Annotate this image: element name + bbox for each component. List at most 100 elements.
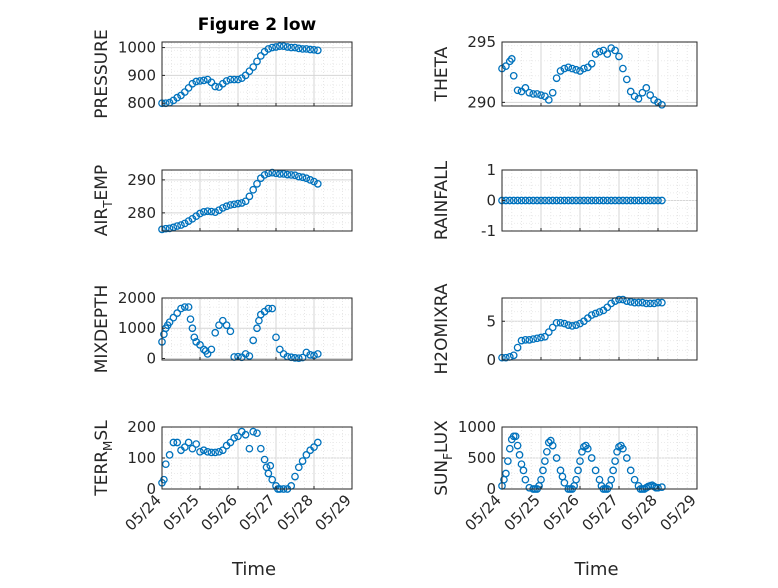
data-point	[268, 43, 277, 52]
data-point	[564, 321, 573, 329]
y-tick-label: 295	[467, 33, 496, 51]
data-point	[529, 335, 538, 343]
data-point	[218, 204, 227, 212]
data-point	[650, 196, 658, 205]
data-point	[268, 475, 277, 484]
data-point	[642, 84, 651, 92]
data-point	[260, 455, 269, 464]
data-point	[630, 196, 639, 205]
data-point	[552, 318, 561, 327]
data-point	[511, 432, 520, 441]
y-tick-label: 0	[146, 349, 156, 367]
data-point	[294, 354, 303, 363]
data-point	[502, 62, 510, 71]
data-point	[230, 200, 239, 209]
data-point	[253, 324, 261, 333]
data-point	[234, 75, 242, 84]
data-point	[552, 196, 561, 205]
data-point	[658, 483, 666, 491]
subplot-airemp: 280 290 AIRTEMP	[92, 165, 353, 236]
data-point	[587, 311, 596, 319]
data-point	[580, 64, 588, 73]
data-point	[275, 170, 284, 178]
x-tick-label: 05/26	[540, 491, 583, 534]
data-point	[525, 335, 534, 344]
data-point	[230, 75, 239, 84]
data-point	[203, 207, 212, 216]
data-point	[302, 174, 311, 183]
data-point	[260, 171, 269, 179]
subplot-pressure: 800 900 1000 PRESSURE	[92, 29, 353, 119]
data-point	[576, 457, 584, 465]
data-point	[542, 447, 551, 456]
data-point	[173, 222, 182, 230]
data-point	[180, 303, 189, 311]
data-point	[572, 475, 580, 484]
y-tick-label: 0	[486, 351, 496, 369]
data-point	[294, 172, 303, 181]
data-point	[521, 475, 530, 484]
data-point	[622, 196, 631, 205]
data-point	[245, 352, 254, 360]
y-axis-label: TERRMSL	[92, 420, 115, 497]
data-point	[595, 196, 604, 205]
data-point	[658, 196, 666, 205]
data-point	[218, 316, 227, 325]
data-point	[583, 196, 592, 205]
data-point	[505, 444, 514, 453]
data-point	[587, 196, 596, 205]
data-point	[188, 79, 197, 88]
data-point	[591, 466, 600, 475]
data-point	[264, 304, 273, 313]
data-point	[591, 309, 600, 318]
data-point	[253, 429, 261, 438]
data-point	[517, 196, 526, 205]
data-point	[287, 43, 296, 52]
data-point	[556, 318, 565, 327]
data-point	[211, 82, 220, 91]
data-point	[199, 208, 208, 216]
data-point	[184, 303, 193, 311]
data-point	[211, 448, 220, 457]
data-point	[184, 84, 193, 92]
y-tick-label: 900	[127, 66, 156, 84]
data-point	[230, 433, 239, 442]
data-point	[313, 46, 322, 55]
data-point	[541, 196, 549, 205]
data-point	[556, 67, 565, 75]
data-point	[268, 304, 277, 313]
data-point	[587, 59, 596, 68]
data-point	[215, 321, 223, 330]
data-point	[203, 350, 212, 358]
y-axis-label: AIRTEMP	[92, 165, 115, 236]
data-point	[160, 475, 168, 484]
data-point	[576, 319, 584, 328]
subplot-mixdepth: 0 1000 2000 MIXDEPTH	[92, 285, 353, 373]
data-point	[245, 192, 254, 201]
data-point	[226, 201, 235, 209]
data-point	[603, 303, 612, 312]
data-point	[560, 319, 569, 328]
data-point	[298, 353, 307, 362]
data-point	[611, 46, 619, 55]
data-point	[188, 324, 197, 333]
data-point	[310, 177, 318, 186]
data-point	[568, 64, 577, 73]
data-point	[615, 196, 623, 205]
x-tick-label: 05/25	[501, 491, 544, 534]
data-point	[249, 427, 258, 436]
data-point	[642, 196, 651, 205]
data-point	[161, 224, 170, 233]
x-tick-label: 05/29	[657, 491, 700, 534]
data-point	[607, 44, 616, 52]
data-point	[241, 71, 250, 80]
data-point	[253, 179, 261, 188]
data-point	[199, 446, 208, 455]
data-point	[272, 43, 280, 51]
data-point	[306, 176, 315, 184]
data-point	[576, 67, 584, 75]
data-point	[630, 92, 639, 101]
data-point	[298, 457, 307, 465]
y-axis-label: RAINFALL	[432, 160, 452, 240]
data-point	[572, 196, 580, 205]
